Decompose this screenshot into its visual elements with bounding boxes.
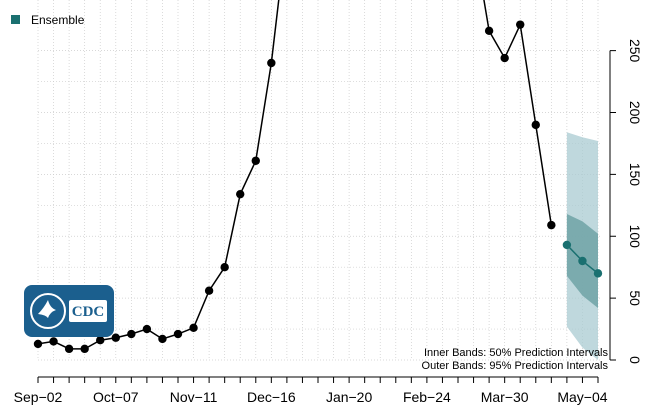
x-tick-label: May−04 bbox=[557, 389, 607, 405]
observed-point bbox=[80, 344, 89, 354]
legend: Ensemble bbox=[11, 13, 85, 27]
observed-point bbox=[142, 324, 152, 334]
observed-series bbox=[33, 0, 556, 354]
observed-point bbox=[516, 20, 525, 29]
grid-lines bbox=[37, 0, 602, 361]
legend-swatch-ensemble bbox=[11, 15, 20, 24]
observed-point bbox=[531, 120, 540, 130]
observed-line-exit bbox=[270, 0, 280, 64]
observed-point bbox=[547, 220, 556, 230]
observed-line-segment bbox=[37, 62, 273, 350]
y-axis: 0 50 100 150 200 250 bbox=[609, 39, 643, 364]
ensemble-series bbox=[562, 240, 603, 278]
cdc-logo-text: CDC bbox=[72, 304, 105, 320]
observed-point bbox=[64, 344, 74, 354]
annotation-outer-bands: Outer Bands: 95% Prediction Intervals bbox=[422, 360, 609, 372]
legend-label-ensemble: Ensemble bbox=[31, 13, 85, 27]
observed-point bbox=[500, 53, 509, 63]
y-tick-label: 200 bbox=[627, 101, 643, 125]
x-tick-label: Oct−07 bbox=[93, 389, 139, 405]
x-tick-label: Jan−20 bbox=[326, 389, 373, 405]
x-tick-label: Feb−24 bbox=[403, 389, 451, 405]
y-tick-label: 100 bbox=[627, 225, 643, 249]
ensemble-point bbox=[562, 240, 572, 250]
hhs-eagle-icon bbox=[30, 293, 66, 329]
observed-point bbox=[158, 334, 167, 344]
observed-point bbox=[236, 189, 245, 199]
x-tick-label: Mar−30 bbox=[481, 389, 529, 405]
ensemble-point bbox=[593, 269, 603, 278]
y-tick-label: 50 bbox=[627, 290, 643, 306]
y-tick-label: 250 bbox=[627, 39, 643, 63]
observed-point bbox=[204, 286, 214, 295]
observed-point bbox=[111, 333, 120, 342]
prediction-bands bbox=[566, 132, 598, 360]
annotation-inner-bands: Inner Bands: 50% Prediction Intervals bbox=[424, 347, 609, 359]
x-tick-label: Nov−11 bbox=[170, 389, 218, 405]
y-tick-label: 0 bbox=[627, 356, 643, 364]
observed-point bbox=[267, 58, 276, 68]
y-tick-label: 150 bbox=[627, 163, 643, 187]
observed-point bbox=[49, 337, 58, 346]
ensemble-point bbox=[578, 256, 587, 266]
observed-point bbox=[96, 336, 105, 345]
observed-point bbox=[484, 26, 494, 36]
x-tick-label: Dec−16 bbox=[247, 389, 296, 405]
x-tick-label: Sep−02 bbox=[14, 389, 63, 405]
observed-point bbox=[33, 339, 43, 349]
observed-point bbox=[127, 329, 136, 339]
observed-point bbox=[173, 329, 183, 339]
observed-line-entry bbox=[483, 0, 490, 31]
x-axis: Sep−02 Oct−07 Nov−11 Dec−16 Jan−20 Feb−24 Mar−… bbox=[14, 376, 608, 405]
cdc-logo: CDC bbox=[24, 285, 114, 337]
observed-point bbox=[189, 323, 198, 333]
observed-point bbox=[220, 262, 229, 272]
observed-point bbox=[251, 156, 260, 165]
